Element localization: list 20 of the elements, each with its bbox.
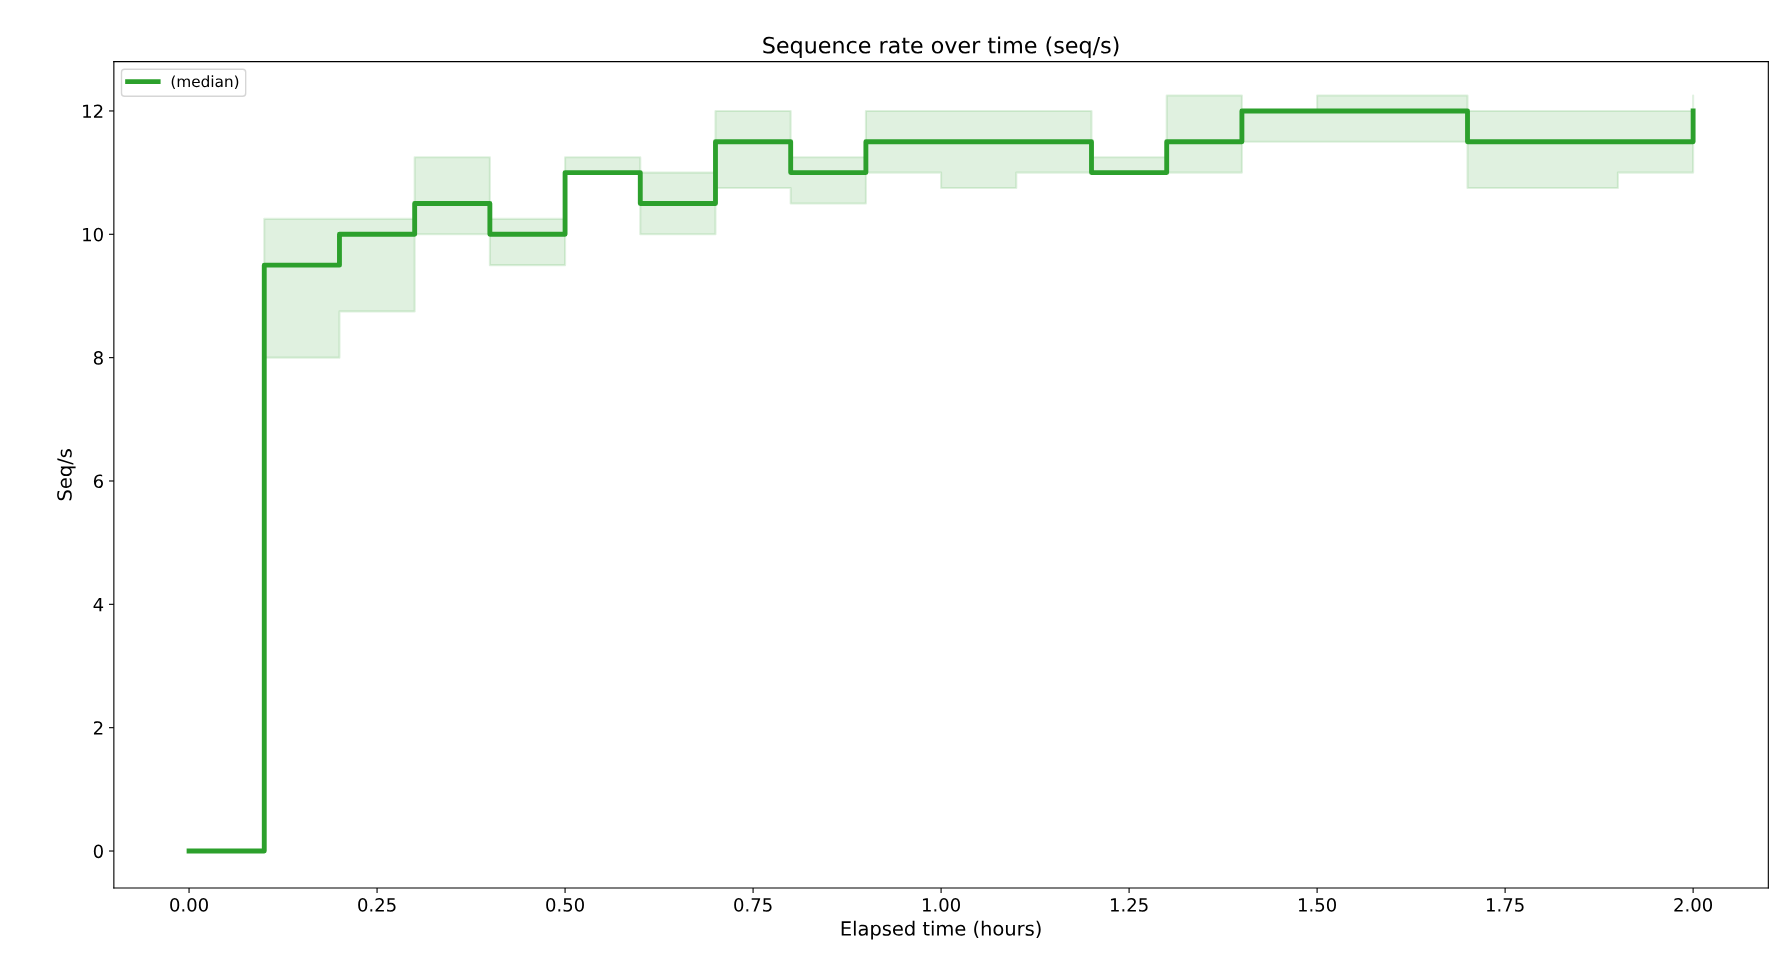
y-axis-title: Seq/s: [57, 449, 76, 501]
x-tick-label: 0.50: [546, 898, 584, 912]
y-tick-label: 0: [93, 844, 103, 859]
x-tick-label: 0.75: [734, 898, 772, 912]
x-tick-label: 1.75: [1487, 898, 1524, 912]
y-tick-label: 10: [83, 227, 103, 242]
y-tick-label: 2: [93, 721, 103, 735]
legend-label: (median): [171, 75, 239, 89]
chart-title: Sequence rate over time (seq/s): [763, 36, 1119, 58]
y-tick-label: 8: [93, 351, 103, 365]
y-tick-label: 12: [83, 104, 103, 118]
y-tick-label: 6: [93, 474, 103, 489]
x-axis-title: Elapsed time (hours): [841, 920, 1041, 940]
x-tick-label: 2.00: [1674, 898, 1713, 912]
y-tick-label: 4: [93, 598, 104, 612]
x-tick-label: 1.00: [922, 898, 960, 912]
x-tick-label: 0.00: [170, 898, 208, 912]
x-tick-label: 1.25: [1110, 898, 1148, 912]
x-tick-label: 0.25: [358, 898, 396, 912]
x-tick-label: 1.50: [1298, 898, 1337, 912]
